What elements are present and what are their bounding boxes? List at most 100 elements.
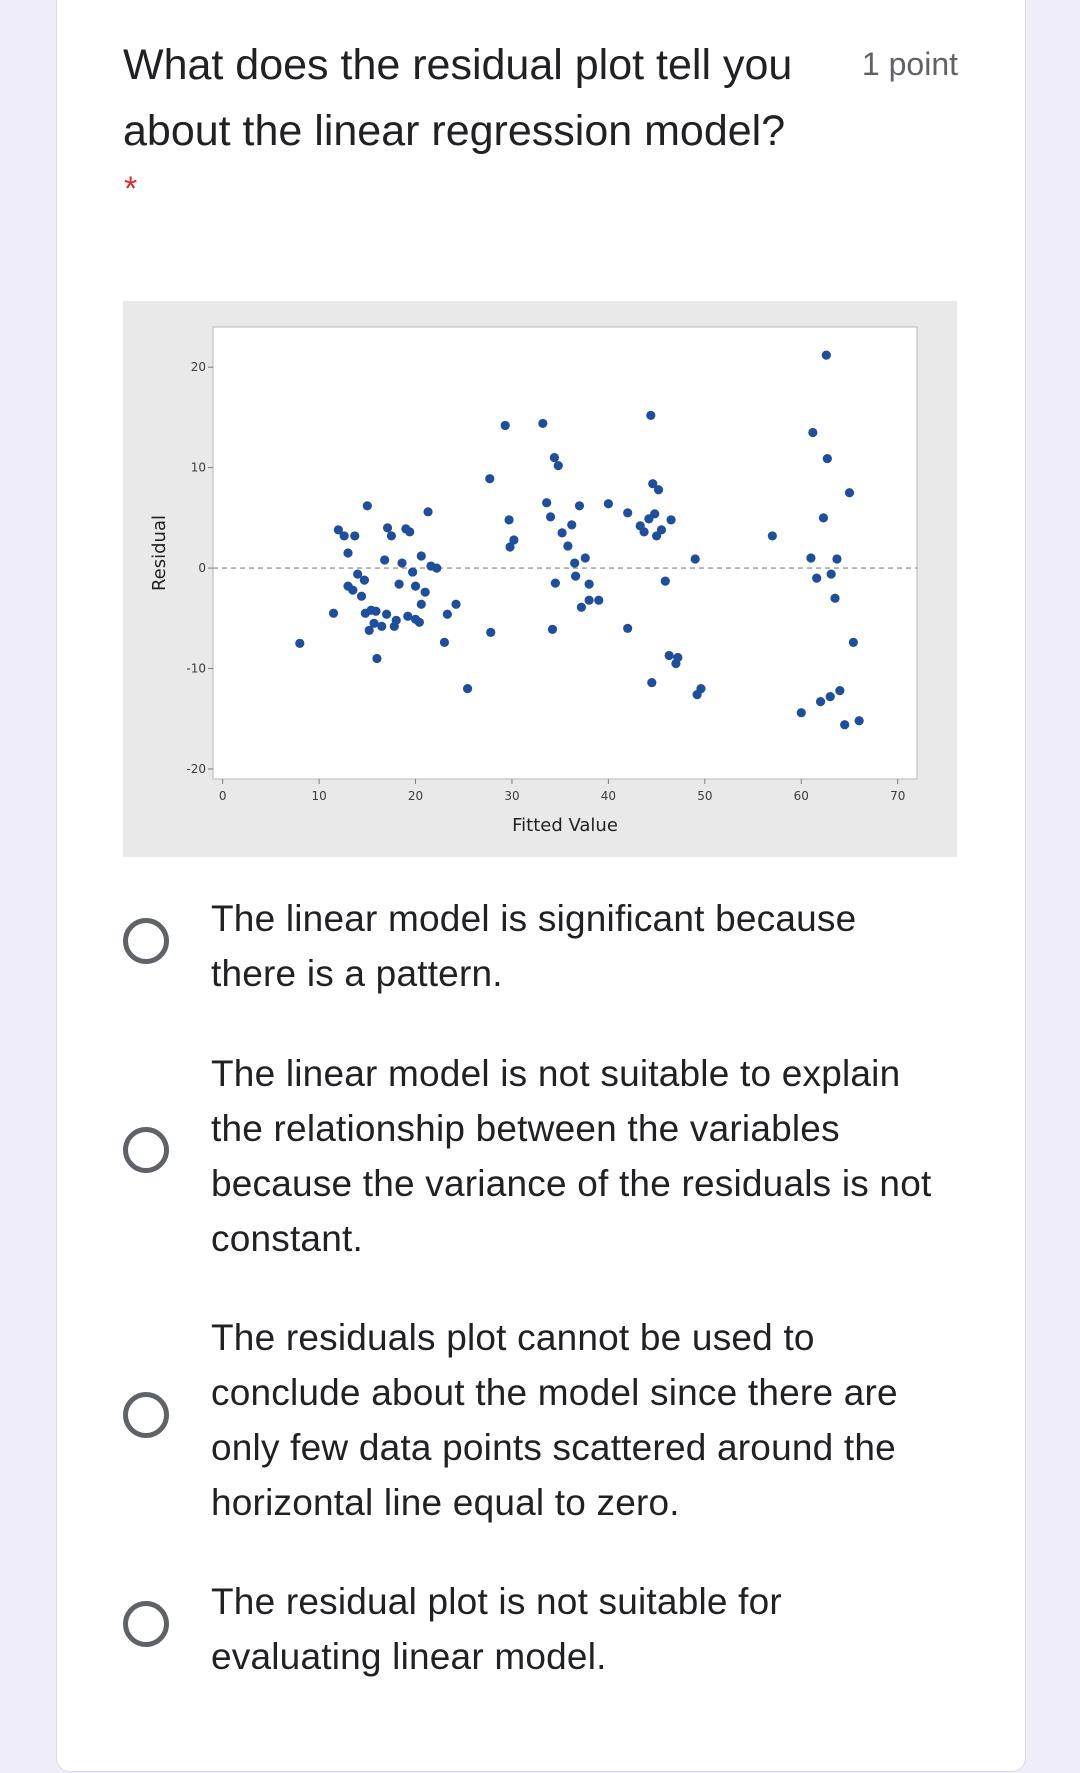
data-point xyxy=(462,684,473,694)
data-point xyxy=(584,595,594,605)
plot-area xyxy=(212,326,918,780)
data-point xyxy=(348,585,358,595)
data-point xyxy=(372,653,382,664)
data-point xyxy=(420,587,430,597)
data-point xyxy=(594,595,604,605)
data-point xyxy=(664,650,674,661)
data-point xyxy=(808,427,818,438)
option-2-radio[interactable] xyxy=(123,1127,169,1173)
data-point xyxy=(549,452,559,463)
option-1-label[interactable]: The linear model is significant because … xyxy=(211,898,857,994)
data-point xyxy=(509,535,519,545)
data-point xyxy=(328,608,339,618)
data-point xyxy=(584,579,594,589)
data-point xyxy=(639,527,649,537)
data-point xyxy=(339,531,349,541)
data-point xyxy=(414,617,424,627)
data-point xyxy=(570,558,580,568)
data-point xyxy=(381,609,392,619)
option-4-radio[interactable] xyxy=(123,1601,169,1647)
data-point xyxy=(647,677,657,688)
x-tick-label: 40 xyxy=(601,789,616,803)
data-point xyxy=(500,420,510,431)
data-point xyxy=(408,567,418,577)
x-tick-label: 60 xyxy=(794,789,809,803)
data-point xyxy=(486,627,496,637)
data-point xyxy=(504,515,514,525)
data-point xyxy=(362,501,372,511)
data-point xyxy=(364,625,374,635)
data-point xyxy=(796,708,806,718)
data-point xyxy=(359,575,370,585)
data-point xyxy=(377,621,387,631)
data-point xyxy=(485,474,495,484)
data-point xyxy=(343,548,353,558)
data-point xyxy=(673,652,683,663)
data-point xyxy=(854,716,864,726)
data-point xyxy=(830,593,840,603)
residual-plot: -20 -10 0 10 20 0 10 20 30 40 50 60 70 Fitted Value… xyxy=(149,326,918,836)
x-tick-label: 50 xyxy=(697,789,712,803)
x-tick-label: 70 xyxy=(890,789,905,803)
data-point xyxy=(623,508,633,518)
data-point xyxy=(350,531,360,541)
option-3-radio[interactable] xyxy=(123,1392,169,1438)
data-point xyxy=(538,418,548,429)
data-point xyxy=(690,554,700,564)
y-tick-label: -20 xyxy=(186,762,206,776)
data-point xyxy=(369,618,379,628)
question-title: What does the residual plot tell you abo… xyxy=(123,41,793,155)
data-point xyxy=(806,553,816,563)
data-point xyxy=(844,488,855,498)
data-point xyxy=(567,520,577,530)
option-1-radio[interactable] xyxy=(123,918,169,964)
y-tick-label: 10 xyxy=(191,461,206,475)
data-point xyxy=(557,528,567,538)
data-point xyxy=(333,525,343,535)
y-tick-label: 20 xyxy=(191,360,206,374)
y-tick-label: -10 xyxy=(186,662,206,676)
data-point xyxy=(547,624,558,634)
option-2-label[interactable]: The linear model is not suitable to expl… xyxy=(211,1053,932,1259)
data-point xyxy=(505,542,515,552)
data-point xyxy=(451,599,461,609)
option-3-label[interactable]: The residuals plot cannot be used to con… xyxy=(211,1317,898,1523)
data-point xyxy=(391,615,401,625)
data-point xyxy=(403,611,413,621)
x-tick-label: 0 xyxy=(219,789,227,803)
data-point xyxy=(576,602,586,612)
y-tick-label: 0 xyxy=(198,561,206,575)
data-point xyxy=(386,531,397,541)
data-point xyxy=(416,599,426,609)
points-label: 1 point xyxy=(861,46,958,82)
data-point xyxy=(825,692,835,702)
data-point xyxy=(580,553,590,563)
residual-plot-image: -20 -10 0 10 20 0 10 20 30 40 50 60 70 Fitted Value… xyxy=(123,301,957,857)
data-point xyxy=(416,551,426,561)
required-asterisk: * xyxy=(124,170,138,208)
x-tick-label: 10 xyxy=(311,789,326,803)
data-point xyxy=(432,563,442,573)
data-point xyxy=(623,623,633,633)
option-4-label[interactable]: The residual plot is not suitable for ev… xyxy=(211,1581,782,1677)
data-point xyxy=(818,513,829,523)
question-card xyxy=(56,0,1026,1772)
data-point xyxy=(397,558,407,568)
data-point xyxy=(394,579,404,589)
data-point xyxy=(545,512,556,522)
data-point xyxy=(553,461,563,471)
data-point xyxy=(646,410,656,420)
data-point xyxy=(650,509,660,519)
data-point xyxy=(832,554,842,564)
data-point xyxy=(666,515,676,525)
x-tick-label: 20 xyxy=(408,789,423,803)
data-point xyxy=(563,541,573,551)
data-point xyxy=(848,637,858,647)
data-point xyxy=(822,453,832,464)
data-point xyxy=(356,591,367,601)
data-point xyxy=(815,697,826,707)
data-point xyxy=(295,638,305,648)
data-point xyxy=(550,578,560,588)
data-point xyxy=(767,531,777,541)
data-point xyxy=(603,499,613,509)
